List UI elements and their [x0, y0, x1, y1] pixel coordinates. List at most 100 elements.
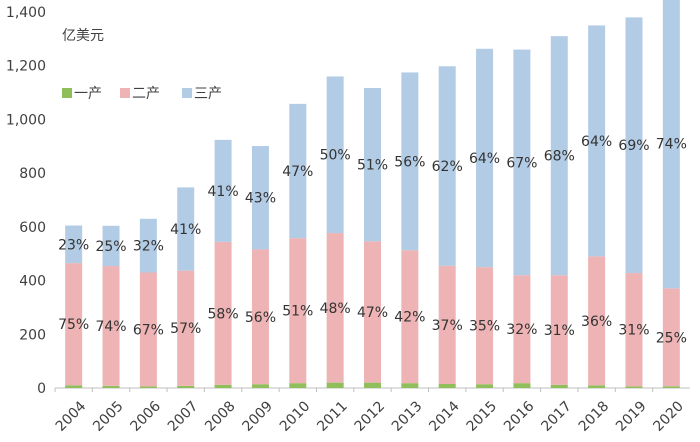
bar-segment-primary: [401, 383, 419, 388]
bar-segment-secondary: [102, 266, 120, 386]
bar-segment-primary: [102, 385, 120, 388]
bar-segment-secondary: [588, 256, 606, 386]
bar-segment-primary: [513, 383, 531, 388]
bar-segment-secondary: [401, 250, 419, 384]
bar-segment-tertiary: [214, 139, 232, 242]
x-tick-label: 2007: [165, 398, 202, 435]
tertiary-percent-label: 51%: [357, 158, 388, 174]
tertiary-percent-label: 32%: [133, 239, 164, 255]
bar-segment-tertiary: [251, 146, 269, 250]
bar-segment-secondary: [139, 272, 157, 387]
bar-segment-secondary: [177, 270, 195, 386]
bar-segment-tertiary: [401, 72, 419, 251]
y-tick-label: 0: [37, 381, 46, 397]
bar-segment-tertiary: [438, 66, 456, 266]
secondary-percent-label: 67%: [133, 322, 164, 338]
tertiary-percent-label: 41%: [170, 222, 201, 238]
bar-segment-secondary: [214, 241, 232, 385]
bar-segment-primary: [251, 384, 269, 388]
x-tick-label: 2011: [314, 398, 351, 435]
bar-segment-primary: [289, 383, 307, 388]
x-tick-label: 2016: [501, 398, 538, 435]
bar-segment-tertiary: [476, 48, 494, 268]
bar-segment-secondary: [364, 241, 381, 383]
legend-label: 二产: [132, 86, 160, 102]
x-tick-label: 2006: [127, 398, 164, 435]
bar-segment-secondary: [438, 265, 456, 384]
x-tick-label: 2015: [464, 398, 501, 435]
bar-segment-tertiary: [139, 218, 157, 273]
secondary-percent-label: 31%: [544, 323, 575, 339]
x-tick-label: 2004: [53, 398, 90, 435]
bar-segment-tertiary: [625, 17, 643, 274]
secondary-percent-label: 32%: [506, 322, 537, 338]
bar-segment-secondary: [625, 273, 643, 387]
x-tick-label: 2009: [240, 398, 277, 435]
bar-segment-tertiary: [364, 88, 381, 242]
y-tick-label: 1,200: [6, 59, 46, 75]
tertiary-percent-label: 68%: [544, 149, 575, 165]
x-tick-label: 2019: [613, 398, 650, 435]
y-tick-label: 1,000: [6, 112, 46, 128]
legend-swatch: [120, 88, 130, 98]
tertiary-percent-label: 56%: [394, 154, 425, 170]
y-tick-label: 200: [19, 327, 46, 343]
y-tick-label: 600: [19, 220, 46, 236]
tertiary-percent-label: 69%: [618, 138, 649, 154]
secondary-percent-label: 37%: [432, 318, 463, 334]
bar-segment-secondary: [476, 267, 494, 385]
secondary-percent-label: 56%: [245, 310, 276, 326]
secondary-percent-label: 47%: [357, 305, 388, 321]
unit-label: 亿美元: [62, 28, 104, 44]
bar-segment-tertiary: [513, 49, 531, 276]
tertiary-percent-label: 67%: [506, 155, 537, 171]
bar-segment-primary: [65, 385, 83, 388]
x-tick-label: 2010: [277, 398, 314, 435]
secondary-percent-label: 36%: [581, 314, 612, 330]
bar-segment-tertiary: [326, 76, 344, 234]
bar-segment-secondary: [513, 275, 531, 384]
legend-swatch: [62, 88, 72, 98]
bar-segment-primary: [588, 385, 606, 388]
secondary-percent-label: 31%: [618, 323, 649, 339]
tertiary-percent-label: 62%: [432, 159, 463, 175]
tertiary-percent-label: 50%: [320, 148, 351, 164]
y-tick-label: 400: [19, 274, 46, 290]
secondary-percent-label: 51%: [282, 304, 313, 320]
tertiary-percent-label: 64%: [469, 151, 500, 167]
bar-segment-tertiary: [662, 0, 680, 289]
x-tick-label: 2017: [538, 398, 575, 435]
secondary-percent-label: 75%: [58, 317, 89, 333]
y-axis: 0 200 400 600 800 1,000 1,200 1,400: [6, 5, 46, 397]
bar-segment-primary: [625, 386, 643, 388]
y-tick-label: 800: [19, 166, 46, 182]
legend-swatch: [182, 88, 192, 98]
x-tick-label: 2013: [389, 398, 426, 435]
bar-segment-tertiary: [550, 36, 568, 276]
bar-segment-primary: [139, 386, 157, 388]
bar-segment-primary: [177, 385, 195, 388]
secondary-percent-label: 25%: [656, 330, 687, 346]
y-tick-label: 1,400: [6, 5, 46, 21]
legend: 一产 二产 三产: [62, 86, 222, 102]
bar-segment-primary: [476, 384, 494, 388]
legend-label: 一产: [74, 86, 102, 102]
x-tick-label: 2020: [650, 398, 687, 435]
bar-segment-tertiary: [177, 187, 195, 271]
bar-segment-secondary: [662, 288, 680, 387]
tertiary-percent-label: 74%: [656, 136, 687, 152]
secondary-percent-label: 57%: [170, 321, 201, 337]
secondary-percent-label: 58%: [208, 306, 239, 322]
bar-segment-tertiary: [65, 225, 83, 264]
bar-segment-secondary: [326, 233, 344, 383]
secondary-percent-label: 48%: [320, 301, 351, 317]
secondary-percent-label: 74%: [95, 319, 126, 335]
bar-segment-tertiary: [289, 103, 307, 239]
bar-segment-primary: [326, 382, 344, 388]
x-axis: 2004 2005 2006 2007 2008 2009 2010 2011 2012 2013…: [53, 387, 690, 435]
bar-segment-primary: [438, 383, 456, 388]
bar-segment-primary: [214, 384, 232, 388]
bar-segment-tertiary: [102, 225, 120, 267]
